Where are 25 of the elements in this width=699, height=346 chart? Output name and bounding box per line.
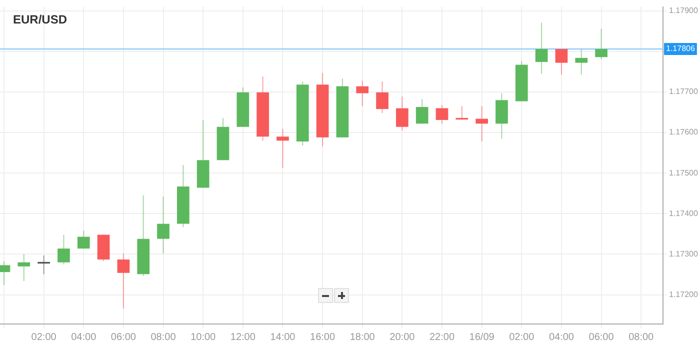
- y-tick-label: 1.17600: [669, 128, 698, 137]
- x-tick-label: 02:00: [31, 332, 57, 343]
- ref-line-label: 1.17806: [666, 44, 696, 54]
- x-tick-label: 04:00: [548, 332, 574, 343]
- y-tick-label: 1.17400: [669, 208, 698, 218]
- x-tick-label: 08:00: [628, 332, 654, 343]
- x-tick-label: 16:00: [310, 332, 336, 343]
- x-tick-label: 12:00: [230, 332, 256, 343]
- x-tick-label: 16/09: [469, 332, 495, 343]
- x-tick-label: 18:00: [350, 332, 376, 343]
- text: EUR/USD: [13, 12, 68, 26]
- x-tick-label: 10:00: [190, 332, 216, 343]
- x-tick-label: 04:00: [71, 332, 97, 343]
- y-tick-label: 1.17500: [669, 168, 698, 178]
- y-tick-label: 1.17300: [669, 249, 698, 258]
- x-tick-label: 06:00: [110, 332, 136, 343]
- y-tick-label: 1.17200: [669, 290, 698, 299]
- x-tick-label: 08:00: [150, 332, 176, 343]
- x-tick-label: 14:00: [270, 332, 296, 343]
- x-tick-label: 20:00: [390, 332, 416, 343]
- x-tick-label: 02:00: [509, 332, 535, 343]
- x-tick-label: 22:00: [429, 332, 455, 343]
- y-tick-label: 1.17900: [669, 6, 698, 16]
- y-tick-label: 1.17700: [669, 87, 698, 96]
- x-tick-label: 06:00: [588, 332, 614, 343]
